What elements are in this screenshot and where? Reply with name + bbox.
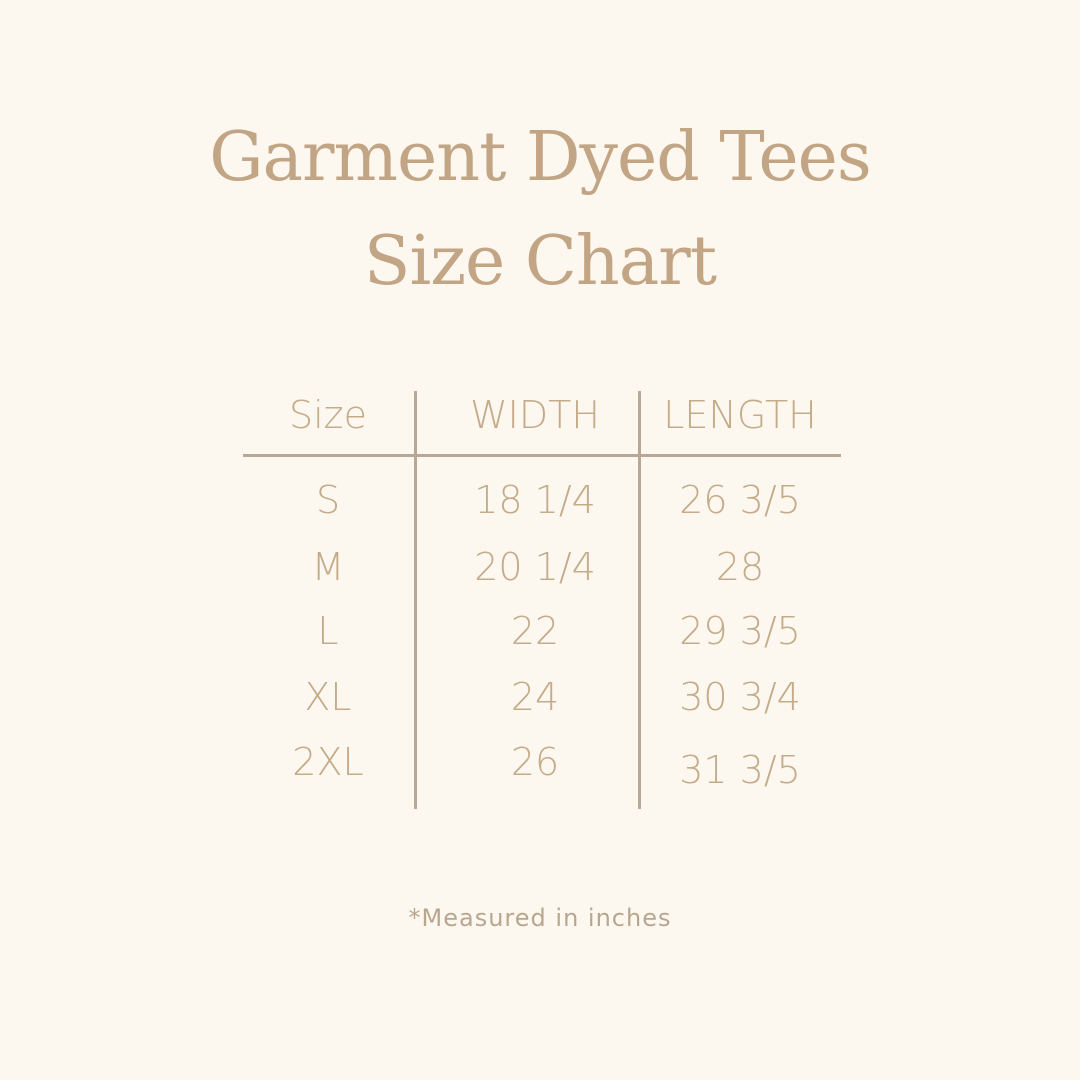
header-size: Size	[288, 393, 367, 437]
width-cell: 18 1/4	[474, 478, 596, 522]
size-cell: M	[311, 545, 345, 589]
column-divider-1	[414, 391, 417, 809]
width-cell: 20 1/4	[474, 545, 596, 589]
title-line-2: Size Chart	[363, 222, 717, 301]
length-cell: 29 3/5	[679, 609, 801, 653]
title-line-1: Garment Dyed Tees	[209, 118, 872, 197]
width-cell: 22	[510, 609, 560, 653]
size-cell: XL	[304, 675, 352, 719]
size-cell: 2XL	[292, 740, 364, 784]
width-cell: 24	[510, 675, 560, 719]
size-cell: L	[317, 609, 339, 653]
column-divider-2	[638, 391, 641, 809]
length-cell: 28	[715, 545, 765, 589]
footnote: *Measured in inches	[408, 904, 672, 932]
width-cell: 26	[510, 740, 560, 784]
header-divider	[243, 454, 841, 457]
length-cell: 30 3/4	[679, 675, 801, 719]
size-cell: S	[315, 478, 341, 522]
length-cell: 26 3/5	[679, 478, 801, 522]
header-length: LENGTH	[663, 393, 817, 437]
header-width: WIDTH	[470, 393, 600, 437]
length-cell: 31 3/5	[679, 748, 801, 792]
